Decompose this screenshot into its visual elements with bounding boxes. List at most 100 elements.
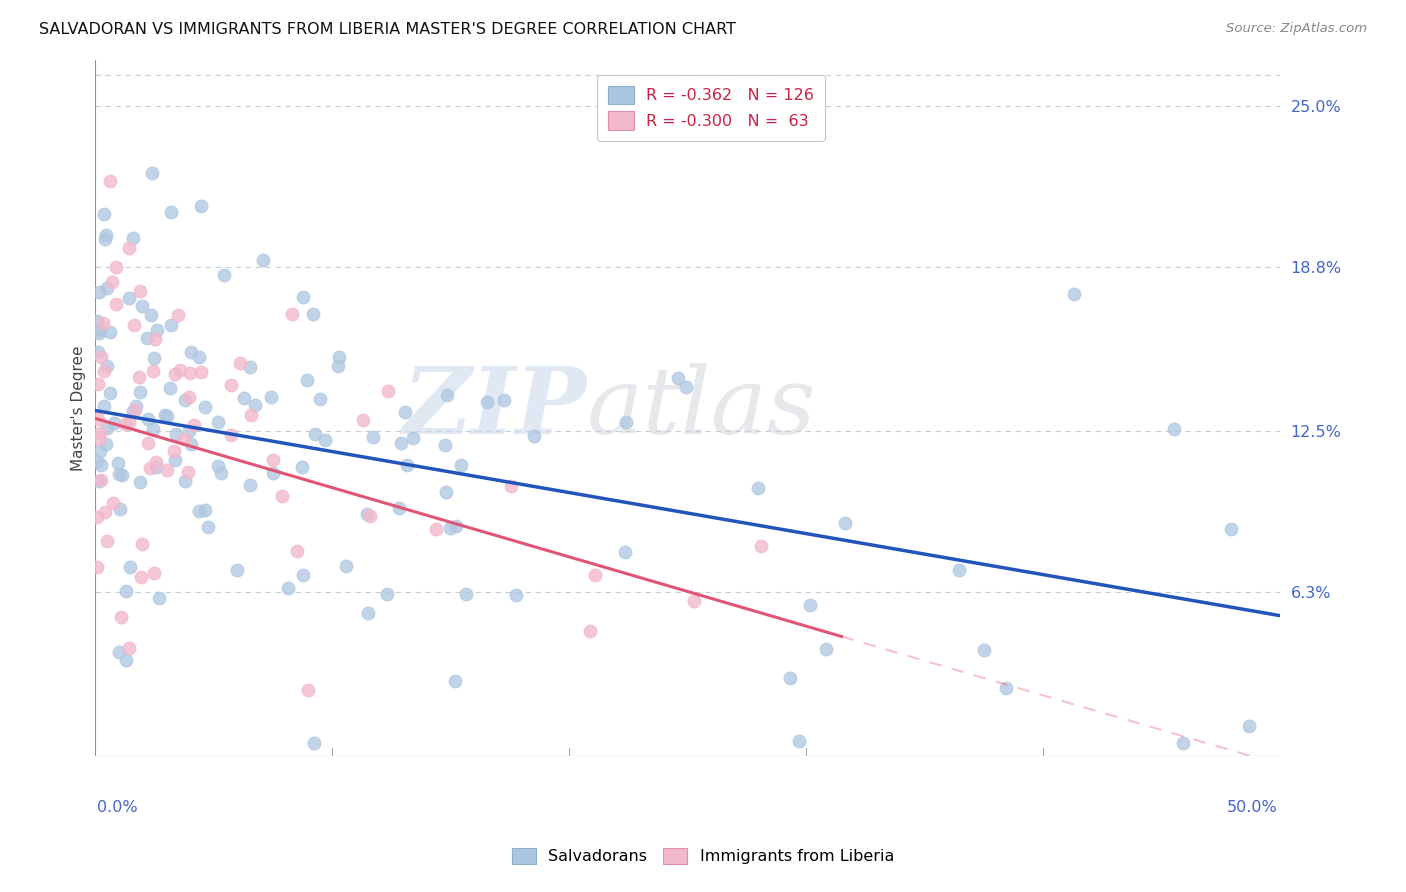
Point xyxy=(96,228,118,243)
Point xyxy=(583,568,606,582)
Point xyxy=(814,641,837,656)
Point xyxy=(110,610,132,624)
Point xyxy=(98,174,121,188)
Point xyxy=(304,736,326,750)
Point xyxy=(100,275,122,289)
Point xyxy=(156,409,179,423)
Point xyxy=(190,365,212,379)
Point xyxy=(139,308,162,322)
Point xyxy=(375,587,398,601)
Point xyxy=(129,475,152,489)
Point xyxy=(138,412,160,426)
Point xyxy=(789,734,811,748)
Point xyxy=(87,474,110,488)
Point xyxy=(207,458,229,473)
Point xyxy=(159,318,181,333)
Point xyxy=(281,308,304,322)
Point xyxy=(87,285,110,299)
Point xyxy=(148,591,170,605)
Point xyxy=(167,308,190,322)
Point xyxy=(143,332,166,346)
Point xyxy=(86,454,108,468)
Point xyxy=(359,508,381,523)
Point xyxy=(1063,287,1085,301)
Point xyxy=(90,350,112,364)
Point xyxy=(779,671,801,685)
Point xyxy=(104,260,127,274)
Point xyxy=(142,422,165,436)
Point xyxy=(270,489,292,503)
Point xyxy=(142,364,165,378)
Point xyxy=(96,420,118,434)
Point xyxy=(304,427,326,442)
Point xyxy=(285,544,308,558)
Point xyxy=(747,481,769,495)
Point xyxy=(86,559,108,574)
Point xyxy=(87,377,110,392)
Point xyxy=(190,199,212,213)
Point xyxy=(156,463,179,477)
Point xyxy=(212,268,235,283)
Point xyxy=(104,297,127,311)
Point xyxy=(260,390,283,404)
Point xyxy=(86,411,108,425)
Point xyxy=(86,510,108,524)
Point xyxy=(111,467,134,482)
Point xyxy=(263,466,285,480)
Point xyxy=(239,478,262,492)
Point xyxy=(194,400,217,414)
Point xyxy=(177,424,200,438)
Point xyxy=(136,435,159,450)
Point xyxy=(118,241,141,255)
Point xyxy=(86,314,108,328)
Point xyxy=(96,359,118,373)
Point xyxy=(139,461,162,475)
Point xyxy=(436,388,458,402)
Point xyxy=(91,316,114,330)
Point xyxy=(94,232,117,246)
Point xyxy=(295,373,318,387)
Point xyxy=(128,284,150,298)
Point xyxy=(444,519,467,533)
Point xyxy=(115,584,138,599)
Point xyxy=(118,415,141,429)
Point xyxy=(232,391,254,405)
Point xyxy=(93,399,115,413)
Point xyxy=(163,453,186,467)
Point xyxy=(221,378,243,392)
Point xyxy=(243,398,266,412)
Point xyxy=(90,473,112,487)
Point xyxy=(356,507,378,521)
Point xyxy=(89,323,111,337)
Point xyxy=(114,417,136,431)
Point xyxy=(165,367,187,381)
Point xyxy=(188,350,211,364)
Point xyxy=(377,384,399,399)
Point xyxy=(361,430,384,444)
Point xyxy=(108,502,131,516)
Point xyxy=(145,455,167,469)
Point xyxy=(180,345,202,359)
Point xyxy=(309,392,332,406)
Point xyxy=(494,393,516,408)
Point xyxy=(136,331,159,345)
Point xyxy=(434,485,457,500)
Point xyxy=(160,204,183,219)
Point xyxy=(297,683,319,698)
Legend: Salvadorans, Immigrants from Liberia: Salvadorans, Immigrants from Liberia xyxy=(505,841,901,871)
Point xyxy=(177,391,200,405)
Point xyxy=(93,207,115,221)
Text: Source: ZipAtlas.com: Source: ZipAtlas.com xyxy=(1226,22,1367,36)
Point xyxy=(169,362,191,376)
Point xyxy=(89,426,111,441)
Legend: R = -0.362   N = 126, R = -0.300   N =  63: R = -0.362 N = 126, R = -0.300 N = 63 xyxy=(596,75,825,141)
Point xyxy=(291,567,314,582)
Text: SALVADORAN VS IMMIGRANTS FROM LIBERIA MASTER'S DEGREE CORRELATION CHART: SALVADORAN VS IMMIGRANTS FROM LIBERIA MA… xyxy=(39,22,737,37)
Point xyxy=(163,443,186,458)
Point xyxy=(165,427,187,442)
Point xyxy=(302,307,325,321)
Point xyxy=(90,458,112,472)
Point xyxy=(209,466,232,480)
Point xyxy=(128,385,150,400)
Point xyxy=(89,432,111,446)
